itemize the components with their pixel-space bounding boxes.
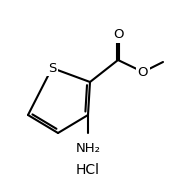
Text: S: S (48, 61, 56, 74)
Text: O: O (138, 66, 148, 79)
Text: HCl: HCl (76, 163, 100, 177)
Text: O: O (113, 29, 123, 42)
Text: NH₂: NH₂ (76, 141, 100, 154)
